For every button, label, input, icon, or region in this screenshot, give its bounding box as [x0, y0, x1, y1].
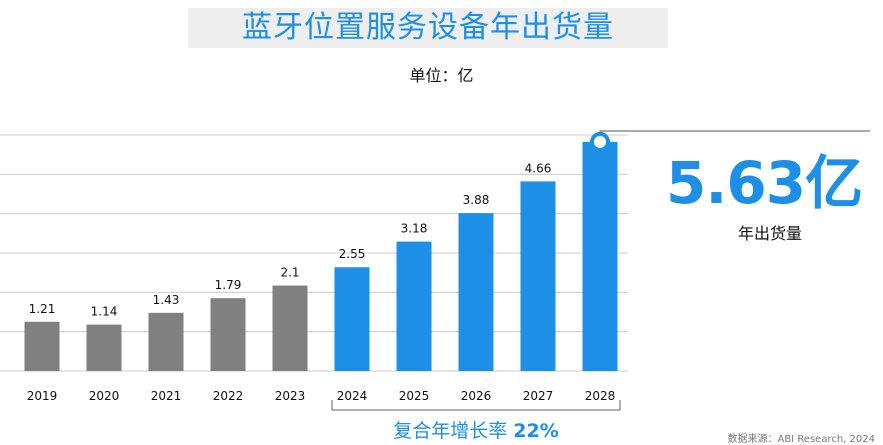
- forecast-bracket: [331, 400, 621, 411]
- bar-2022: [210, 298, 246, 371]
- callout-leader-line: [599, 130, 870, 140]
- highlight-value: 5.63亿: [666, 149, 863, 217]
- source-note: 数据来源：ABI Research, 2024: [727, 434, 875, 445]
- x-tick-2028: 2028: [585, 389, 616, 403]
- data-label-2024: 2.55: [339, 247, 366, 261]
- bar-2024: [334, 267, 370, 371]
- data-label-2021: 1.43: [153, 293, 180, 307]
- data-label-2027: 4.66: [525, 161, 552, 175]
- data-label-2023: 2.1: [280, 266, 299, 280]
- bar-2025: [396, 241, 432, 371]
- title-band: [188, 8, 668, 48]
- data-label-2025: 3.18: [401, 222, 428, 236]
- bar-2028: [582, 141, 618, 371]
- unit-label: 单位：亿: [409, 66, 474, 85]
- x-tick-2022: 2022: [213, 389, 244, 403]
- x-tick-2021: 2021: [151, 389, 182, 403]
- bar-2026: [458, 213, 494, 371]
- bar-2027: [520, 181, 556, 371]
- bar-2023: [272, 285, 308, 371]
- bar-2020: [86, 324, 122, 371]
- bar-2019: [24, 321, 60, 371]
- highlight-label: 年出货量: [738, 224, 803, 243]
- x-tick-2020: 2020: [89, 389, 120, 403]
- chart-title: 蓝牙位置服务设备年出货量: [242, 10, 614, 45]
- x-tick-2027: 2027: [523, 389, 554, 403]
- data-label-2022: 1.79: [215, 278, 242, 292]
- x-tick-2024: 2024: [337, 389, 368, 403]
- data-label-2019: 1.21: [29, 302, 56, 316]
- x-tick-2025: 2025: [399, 389, 430, 403]
- cagr-text: 复合年增长率 22%: [326, 416, 626, 443]
- data-label-2020: 1.14: [91, 305, 118, 319]
- callout-marker: [590, 131, 610, 152]
- cagr-label: 复合年增长率: [393, 420, 508, 442]
- data-label-2026: 3.88: [463, 193, 490, 207]
- cagr-value: 22%: [513, 420, 559, 442]
- bar-2021: [148, 312, 184, 371]
- x-tick-2023: 2023: [275, 389, 306, 403]
- x-tick-2019: 2019: [27, 389, 58, 403]
- x-tick-2026: 2026: [461, 389, 492, 403]
